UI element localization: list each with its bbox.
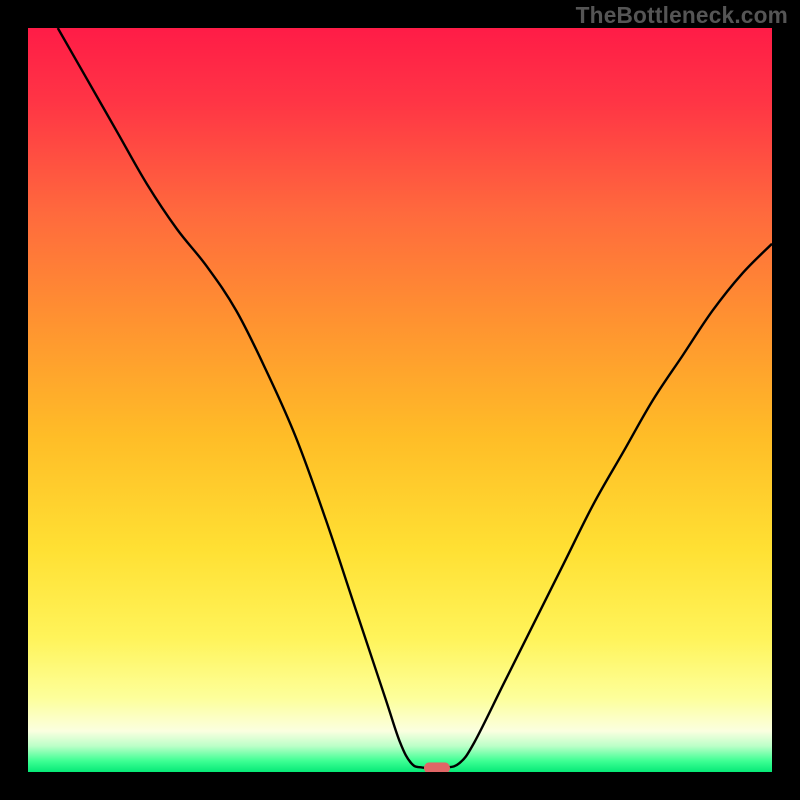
watermark-text: TheBottleneck.com [576, 2, 788, 29]
plot-area [28, 28, 772, 772]
bottleneck-curve [28, 28, 772, 772]
chart-frame: TheBottleneck.com [0, 0, 800, 800]
optimum-marker [424, 762, 450, 772]
